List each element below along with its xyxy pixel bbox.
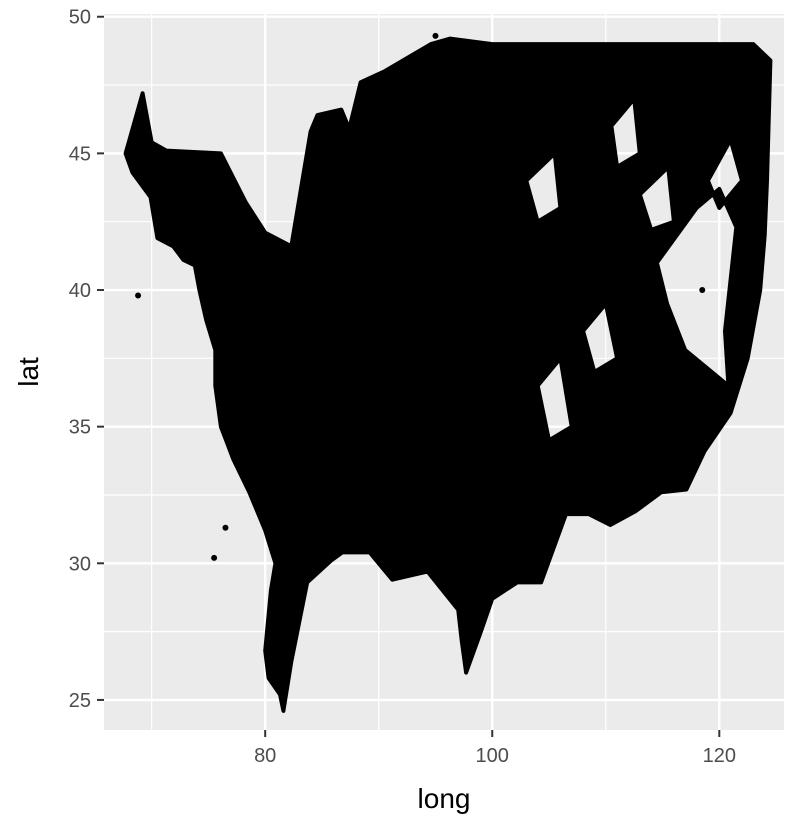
data-point <box>605 456 612 463</box>
y-axis-title: lat <box>13 357 44 387</box>
data-point <box>585 232 592 239</box>
y-axis: 25 30 35 40 45 50 <box>69 7 104 712</box>
y-tick-label: 35 <box>69 417 91 439</box>
y-tick-label: 40 <box>69 280 91 302</box>
outlier-points <box>135 32 740 561</box>
data-point <box>135 292 142 299</box>
y-tick-label: 30 <box>69 553 91 575</box>
data-point <box>211 554 218 561</box>
x-tick-label: 120 <box>703 745 736 767</box>
y-tick-label: 45 <box>69 143 91 165</box>
x-tick-label: 100 <box>476 745 509 767</box>
x-axis-title: long <box>418 783 471 814</box>
point-cloud <box>123 36 773 713</box>
data-point <box>543 505 550 512</box>
y-tick-label: 50 <box>69 7 91 29</box>
data-point <box>665 478 672 485</box>
data-point <box>528 314 535 321</box>
data-point <box>670 136 677 143</box>
data-point <box>222 524 229 531</box>
data-point <box>557 101 564 108</box>
data-point <box>432 32 439 39</box>
x-axis: 80 100 120 <box>254 730 736 767</box>
x-tick-label: 80 <box>254 745 276 767</box>
data-point <box>517 409 524 416</box>
data-point <box>710 418 717 425</box>
data-point <box>733 128 740 135</box>
y-tick-label: 25 <box>69 690 91 712</box>
data-point <box>699 287 706 294</box>
data-point <box>574 164 581 171</box>
data-point <box>682 73 689 80</box>
data-point <box>625 396 632 403</box>
data-point-cloud <box>123 36 773 713</box>
